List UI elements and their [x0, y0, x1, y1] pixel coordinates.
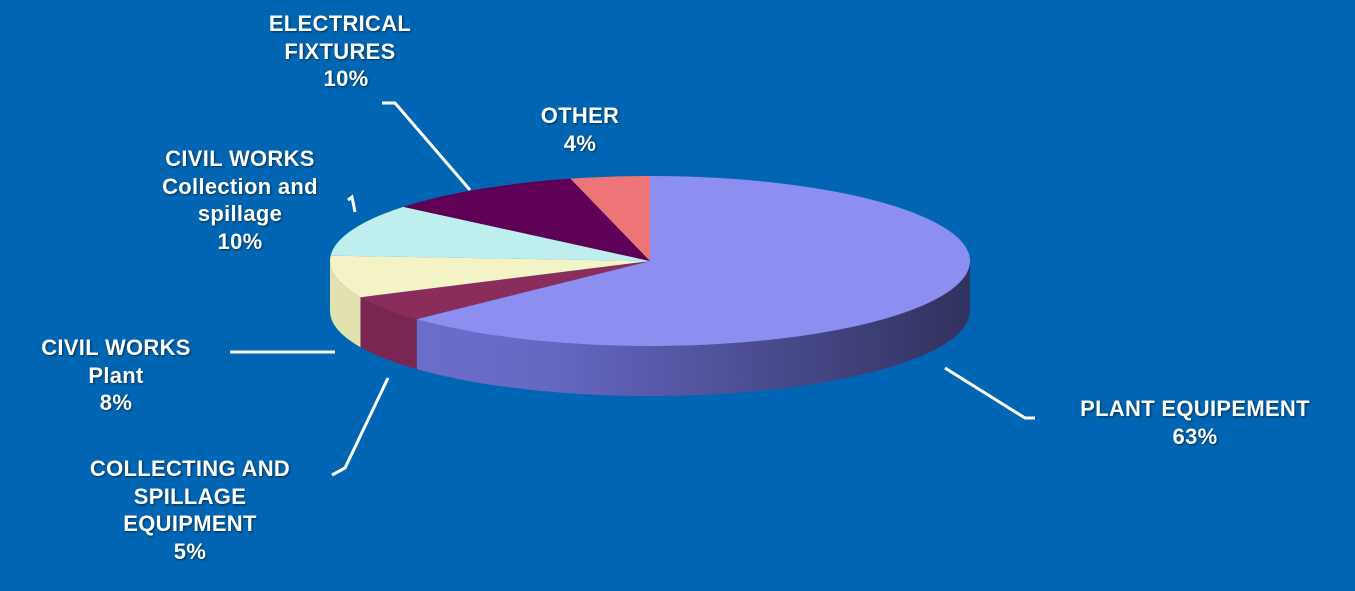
leader-line-plant-equipement: [944, 366, 1035, 420]
slice-label-electrical-fixtures-line-1: ELECTRICAL: [268, 11, 412, 36]
pie-side-shade-plant-equipement: [416, 261, 970, 396]
slice-label-collecting-line-3: EQUIPMENT: [123, 511, 257, 536]
leader-line-electrical-fixtures: [382, 101, 472, 191]
slice-label-collecting-line-2: SPILLAGE: [133, 483, 247, 509]
slice-value-civil-works-collection: 10%: [217, 228, 263, 254]
slice-label-electrical-fixtures: ELECTRICAL FIXTURES 10%: [210, 10, 470, 93]
slice-label-other-line-1: OTHER: [540, 103, 620, 128]
slice-value-civil-works-plant: 8%: [99, 390, 133, 415]
slice-label-electrical-fixtures-line-2: FIXTURES: [284, 38, 396, 64]
slice-value-collecting-spillage-equipment: 5%: [173, 538, 207, 564]
pie-slice-plant-equipement: [416, 176, 971, 346]
leader-line-collecting-spillage-equipment: [331, 377, 390, 477]
pie-slice-civil-works-collection: [330, 206, 650, 261]
slice-label-plant-equipement: PLANT EQUIPEMENT 63%: [1035, 395, 1355, 450]
pie-slice-civil-works-plant: [330, 255, 650, 298]
slice-label-civil-works-collection: CIVIL WORKS Collection and spillage 10%: [110, 145, 370, 255]
slice-label-other: OTHER 4%: [500, 102, 660, 157]
slice-value-plant-equipement: 63%: [1172, 423, 1218, 449]
slice-value-other: 4%: [563, 130, 597, 156]
pie-slice-electrical-fixtures: [403, 178, 650, 261]
slice-label-civil-works-collection-line-2: Collection and: [162, 173, 318, 199]
slice-label-civil-works-plant: CIVIL WORKS Plant 8%: [0, 334, 232, 417]
pie-side-shade-collecting-spillage-equipment: [360, 297, 417, 370]
leader-line-civil-works-collection: [347, 194, 357, 213]
slice-label-civil-works-collection-line-3: spillage: [197, 201, 283, 226]
slice-label-civil-works-plant-line-1: CIVIL WORKS: [41, 335, 191, 360]
pie-slice-other: [570, 176, 650, 261]
slice-label-civil-works-collection-line-1: CIVIL WORKS: [165, 146, 315, 171]
slice-label-plant-equipement-line-1: PLANT EQUIPEMENT: [1080, 396, 1310, 421]
slice-label-collecting-spillage-equipment: COLLECTING AND SPILLAGE EQUIPMENT 5%: [30, 455, 350, 565]
slice-value-electrical-fixtures: 10%: [323, 66, 369, 91]
slice-label-collecting-line-1: COLLECTING AND: [89, 456, 291, 481]
pie-side-shade-civil-works-plant: [330, 261, 361, 348]
slice-label-civil-works-plant-line-2: Plant: [88, 362, 144, 388]
pie-slice-collecting-spillage-equipment: [360, 261, 650, 320]
